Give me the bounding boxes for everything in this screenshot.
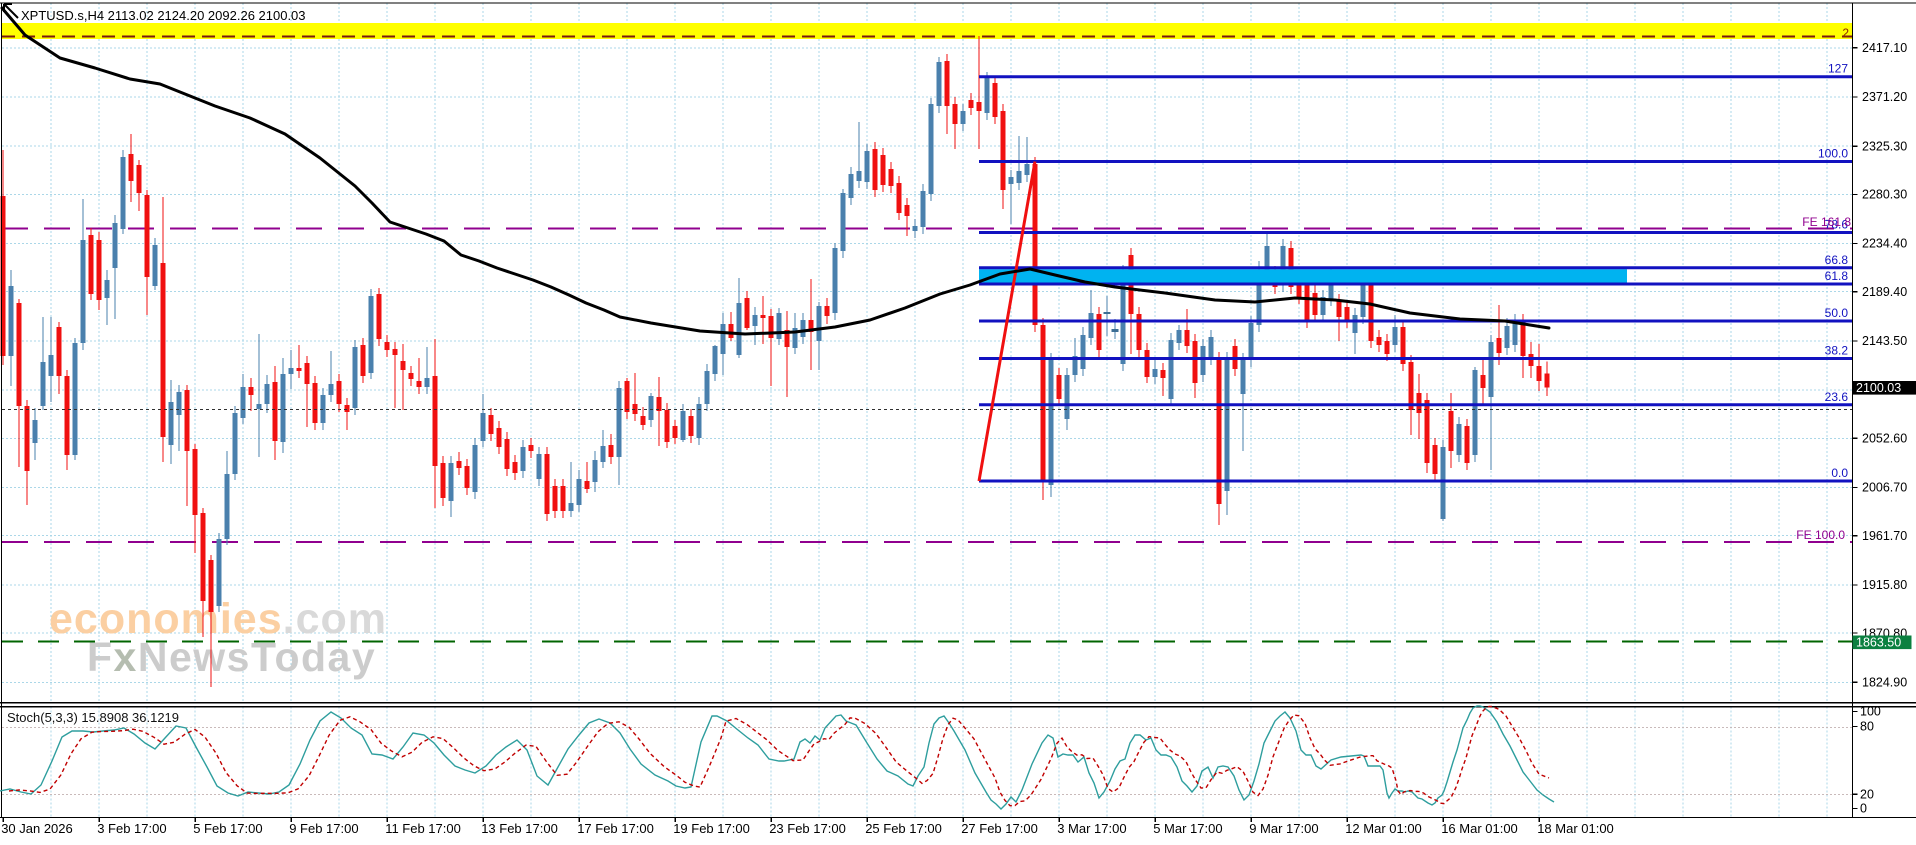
- svg-text:80: 80: [1860, 720, 1874, 734]
- svg-text:17 Feb 17:00: 17 Feb 17:00: [577, 821, 654, 836]
- svg-text:0: 0: [1860, 802, 1867, 816]
- svg-text:0.0: 0.0: [1831, 466, 1848, 480]
- svg-text:61.8: 61.8: [1825, 269, 1849, 283]
- svg-text:23.6: 23.6: [1825, 390, 1849, 404]
- svg-text:1824.90: 1824.90: [1862, 676, 1907, 690]
- svg-text:23 Feb 17:00: 23 Feb 17:00: [769, 821, 846, 836]
- svg-text:XPTUSD.s,H4 2113.02 2124.20 2: XPTUSD.s,H4 2113.02 2124.20 2092.26 2100…: [21, 8, 306, 23]
- svg-text:2143.50: 2143.50: [1862, 334, 1907, 348]
- svg-text:20: 20: [1860, 788, 1874, 802]
- svg-text:2: 2: [1842, 26, 1849, 40]
- svg-text:2371.20: 2371.20: [1862, 90, 1907, 104]
- svg-text:100: 100: [1860, 705, 1881, 719]
- svg-text:25 Feb 17:00: 25 Feb 17:00: [865, 821, 942, 836]
- svg-text:9 Mar 17:00: 9 Mar 17:00: [1249, 821, 1318, 836]
- svg-text:2006.70: 2006.70: [1862, 481, 1907, 495]
- svg-text:1863.50: 1863.50: [1856, 636, 1901, 650]
- svg-text:2280.30: 2280.30: [1862, 188, 1907, 202]
- svg-text:1961.70: 1961.70: [1862, 529, 1907, 543]
- svg-text:38.2: 38.2: [1825, 344, 1849, 358]
- svg-text:2100.03: 2100.03: [1856, 381, 1901, 395]
- svg-text:27 Feb 17:00: 27 Feb 17:00: [961, 821, 1038, 836]
- svg-text:1915.80: 1915.80: [1862, 578, 1907, 592]
- svg-text:66.8: 66.8: [1825, 253, 1849, 267]
- svg-text:30 Jan 2026: 30 Jan 2026: [1, 821, 73, 836]
- svg-text:2052.60: 2052.60: [1862, 432, 1907, 446]
- svg-text:12 Mar 01:00: 12 Mar 01:00: [1345, 821, 1422, 836]
- svg-text:3 Mar 17:00: 3 Mar 17:00: [1057, 821, 1126, 836]
- svg-text:5 Mar 17:00: 5 Mar 17:00: [1153, 821, 1222, 836]
- svg-text:50.0: 50.0: [1825, 306, 1849, 320]
- svg-text:2417.10: 2417.10: [1862, 41, 1907, 55]
- svg-text:127: 127: [1828, 62, 1848, 76]
- svg-text:9 Feb 17:00: 9 Feb 17:00: [289, 821, 358, 836]
- svg-text:5 Feb 17:00: 5 Feb 17:00: [193, 821, 262, 836]
- svg-text:2234.40: 2234.40: [1862, 237, 1907, 251]
- svg-text:Stoch(5,3,3) 15.8908 36.1219: Stoch(5,3,3) 15.8908 36.1219: [7, 710, 179, 725]
- svg-text:13 Feb 17:00: 13 Feb 17:00: [481, 821, 558, 836]
- svg-text:FxNewsToday: FxNewsToday: [87, 634, 376, 680]
- svg-text:2189.40: 2189.40: [1862, 285, 1907, 299]
- svg-text:18 Mar 01:00: 18 Mar 01:00: [1537, 821, 1614, 836]
- svg-text:16 Mar 01:00: 16 Mar 01:00: [1441, 821, 1518, 836]
- svg-text:19 Feb 17:00: 19 Feb 17:00: [673, 821, 750, 836]
- svg-text:100.0: 100.0: [1818, 147, 1848, 161]
- svg-text:3 Feb 17:00: 3 Feb 17:00: [97, 821, 166, 836]
- svg-text:11 Feb 17:00: 11 Feb 17:00: [385, 821, 461, 836]
- svg-text:FE 161.8: FE 161.8: [1802, 215, 1851, 229]
- svg-text:FE 100.0: FE 100.0: [1796, 528, 1845, 542]
- svg-text:2325.30: 2325.30: [1862, 139, 1907, 153]
